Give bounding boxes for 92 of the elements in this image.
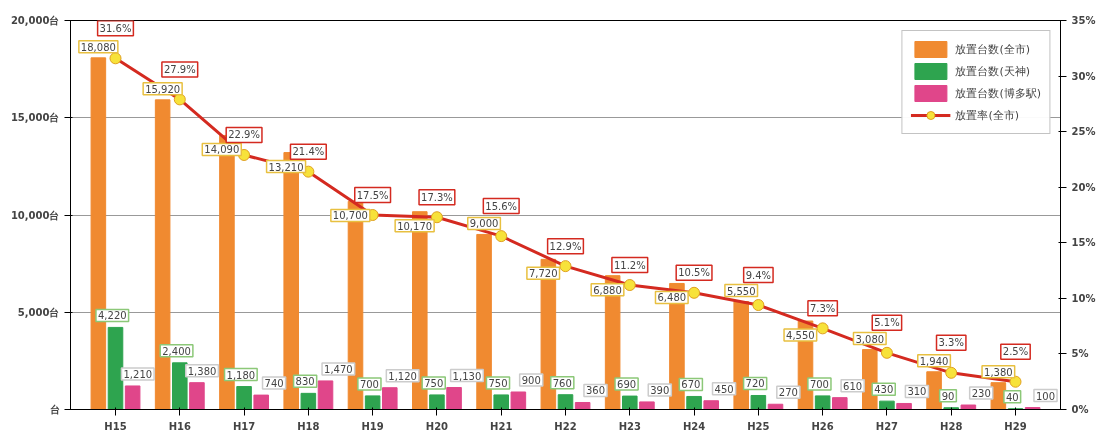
data-label: 17.5% <box>356 189 389 201</box>
data-label: 6,880 <box>593 284 622 296</box>
data-label: 3,080 <box>855 333 885 345</box>
legend-label: 放置台数(博多駅) <box>955 85 1041 101</box>
data-label: 17.3% <box>421 191 453 203</box>
data-label: 3.3% <box>938 337 964 349</box>
data-label: 760 <box>552 377 572 389</box>
data-label: 690 <box>617 379 637 391</box>
y2-tick-label: 0% <box>1071 404 1089 415</box>
y2-tick-label: 25% <box>1071 126 1096 138</box>
y-tick-label: 5,000台 <box>17 306 60 318</box>
data-label: 4,550 <box>786 330 815 341</box>
x-tick-label: H17 <box>232 420 256 432</box>
data-label: 430 <box>874 384 894 396</box>
data-label: 750 <box>488 377 508 389</box>
data-label: 1,380 <box>187 365 217 377</box>
data-label: 270 <box>778 387 798 399</box>
data-label: 390 <box>650 384 670 396</box>
x-tick-label: H20 <box>425 420 449 432</box>
data-label: 7,720 <box>528 268 558 280</box>
data-label: 740 <box>264 378 284 390</box>
data-label: 830 <box>295 376 315 388</box>
y2-tick-label: 30% <box>1071 70 1096 82</box>
data-label: 700 <box>809 378 829 390</box>
data-label: 15,920 <box>145 83 181 95</box>
data-label: 90 <box>941 390 955 402</box>
x-tick-label: H18 <box>297 420 320 432</box>
data-label: 15.6% <box>485 200 518 212</box>
data-label: 13,210 <box>268 161 304 173</box>
x-tick-label: H15 <box>104 420 127 432</box>
data-label: 40 <box>1005 391 1019 403</box>
legend-label: 放置率(全市) <box>955 107 1019 123</box>
data-label: 750 <box>424 377 444 389</box>
y2-tick-label: 15% <box>1071 237 1096 249</box>
legend-label: 放置台数(全市) <box>955 41 1030 57</box>
data-label: 5,550 <box>726 285 756 297</box>
x-tick-label: H26 <box>811 420 834 432</box>
data-label: 21.4% <box>292 146 325 158</box>
x-tick-label: H23 <box>618 420 641 432</box>
data-label: 4,220 <box>97 310 127 322</box>
y-tick-label: 15,000台 <box>10 112 60 124</box>
data-label: 22.9% <box>228 129 260 141</box>
data-label: 1,180 <box>226 369 256 381</box>
data-label: 900 <box>521 374 541 386</box>
data-label: 610 <box>843 380 863 392</box>
data-label: 10,170 <box>397 220 433 232</box>
x-tick-label: H27 <box>875 420 899 432</box>
x-tick-label: H19 <box>361 420 384 432</box>
data-label: 10.5% <box>678 267 710 279</box>
data-label: 1,940 <box>919 355 949 367</box>
data-label: 670 <box>681 379 701 391</box>
data-label: 9.4% <box>745 269 772 281</box>
y-tick-label: 20,000台 <box>10 15 60 26</box>
x-tick-label: H21 <box>490 420 513 432</box>
data-label: 2,400 <box>162 345 191 357</box>
y-tick-label: 台 <box>49 404 60 415</box>
data-label: 10,700 <box>332 210 368 222</box>
data-label: 14,090 <box>204 144 240 156</box>
data-label: 31.6% <box>99 22 132 34</box>
data-label: 7.3% <box>809 302 836 314</box>
data-label: 1,470 <box>324 363 353 375</box>
data-label: 1,210 <box>123 368 153 380</box>
data-label: 5.1% <box>874 317 900 329</box>
y2-tick-label: 10% <box>1071 292 1096 304</box>
x-tick-label: H25 <box>747 420 770 432</box>
data-label: 18,080 <box>80 41 116 53</box>
data-label: 11.2% <box>613 259 646 271</box>
data-label: 12.9% <box>549 240 582 252</box>
data-label: 230 <box>971 388 991 400</box>
x-tick-label: H29 <box>1004 420 1027 432</box>
data-label: 1,130 <box>452 370 482 382</box>
data-label: 450 <box>714 383 734 395</box>
data-label: 2.5% <box>1002 346 1029 358</box>
y2-tick-label: 20% <box>1071 181 1096 193</box>
data-label: 720 <box>745 378 765 390</box>
data-label: 1,380 <box>984 366 1013 378</box>
data-label: 360 <box>585 385 606 397</box>
data-label: 27.9% <box>163 63 196 75</box>
x-tick-label: H22 <box>554 420 577 432</box>
data-label: 310 <box>907 386 927 398</box>
y2-tick-label: 35% <box>1071 15 1096 26</box>
x-tick-label: H16 <box>168 420 191 432</box>
y-tick-label: 10,000台 <box>10 209 60 221</box>
legend-label: 放置台数(天神) <box>955 63 1030 79</box>
y2-tick-label: 5% <box>1071 348 1089 360</box>
data-label: 1,120 <box>388 370 417 382</box>
x-tick-label: H24 <box>682 420 706 432</box>
x-tick-label: H28 <box>940 420 963 432</box>
data-label: 6,480 <box>657 292 687 304</box>
data-label: 9,000 <box>469 218 499 230</box>
data-label: 100 <box>1035 390 1056 402</box>
data-label: 700 <box>359 378 379 390</box>
